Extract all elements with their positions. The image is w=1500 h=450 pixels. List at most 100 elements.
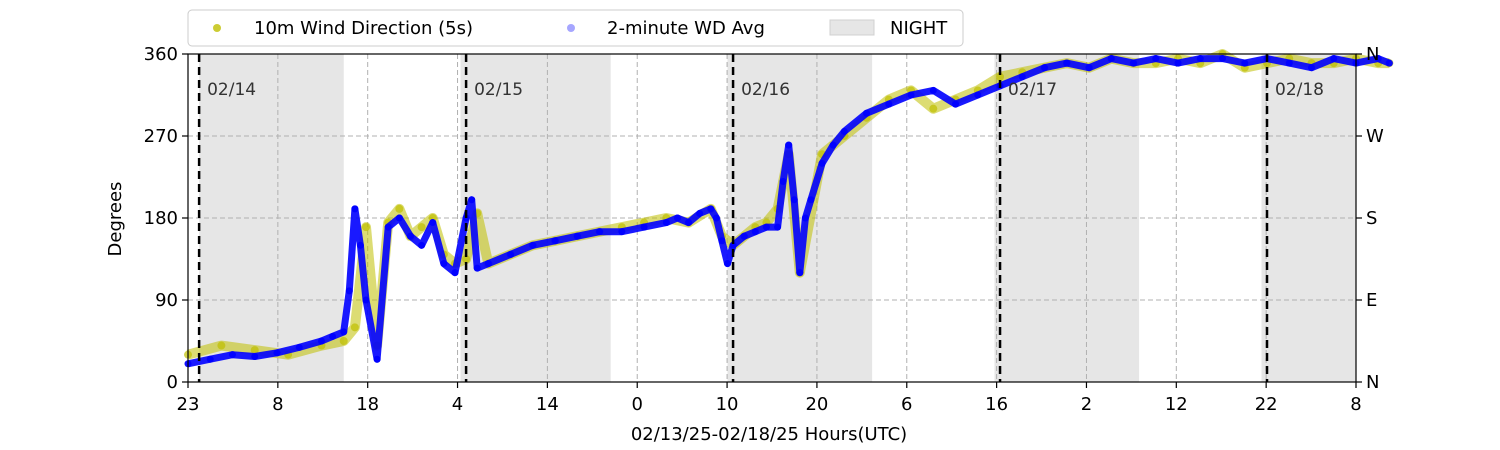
legend: 10m Wind Direction (5s) 2-minute WD Avg NI… <box>187 9 964 47</box>
point-1-10 <box>351 205 359 213</box>
x-tick-label-5: 0 <box>632 394 643 415</box>
y2-tick-label-1: E <box>1366 290 1377 311</box>
legend-label-1: 2-minute WD Avg <box>607 18 765 39</box>
point-1-15 <box>395 214 403 222</box>
legend-marker-2 <box>829 19 875 36</box>
point-1-44 <box>774 223 782 231</box>
point-0-12 <box>417 223 426 232</box>
x-tick-label-12: 22 <box>1255 394 1278 415</box>
point-1-2 <box>228 351 236 359</box>
point-1-56 <box>907 91 915 99</box>
y-tick-label-3: 270 <box>144 126 178 147</box>
point-1-42 <box>751 228 759 236</box>
point-1-34 <box>685 219 693 227</box>
point-1-66 <box>1130 59 1138 67</box>
point-1-38 <box>718 237 726 245</box>
y2-tick-label-3: W <box>1366 126 1384 147</box>
point-0-5 <box>339 337 348 345</box>
point-1-39 <box>724 260 732 268</box>
legend-box <box>187 9 964 47</box>
point-1-78 <box>1385 59 1393 67</box>
point-1-28 <box>573 232 581 240</box>
y-tick-label-4: 360 <box>144 44 178 65</box>
night-band-3 <box>994 54 1140 382</box>
point-1-29 <box>596 228 604 236</box>
point-1-21 <box>462 214 470 222</box>
day-marker-label-1: 02/15 <box>474 80 523 100</box>
point-1-31 <box>640 223 648 231</box>
point-1-64 <box>1085 64 1093 72</box>
x-tick-label-2: 18 <box>356 394 379 415</box>
x-tick-label-4: 14 <box>536 394 559 415</box>
point-1-17 <box>418 241 426 249</box>
point-1-25 <box>507 250 515 258</box>
point-1-37 <box>712 214 720 222</box>
point-1-63 <box>1063 59 1071 67</box>
point-1-40 <box>729 241 737 249</box>
day-marker-label-4: 02/18 <box>1275 80 1324 100</box>
point-1-8 <box>340 328 348 336</box>
point-1-65 <box>1107 55 1115 63</box>
point-1-43 <box>762 223 770 231</box>
point-1-67 <box>1152 55 1160 63</box>
point-0-16 <box>462 255 471 263</box>
point-1-51 <box>818 159 826 167</box>
point-0-6 <box>350 323 359 332</box>
point-0-2 <box>250 346 259 355</box>
legend-marker-1 <box>567 24 575 32</box>
x-tick-label-8: 6 <box>901 394 912 415</box>
x-tick-label-9: 16 <box>985 394 1008 415</box>
point-0-45 <box>996 72 1005 81</box>
point-1-9 <box>345 287 353 295</box>
x-tick-label-13: 8 <box>1350 394 1361 415</box>
day-marker-label-0: 02/14 <box>207 80 256 100</box>
y2-tick-label-2: S <box>1366 208 1377 229</box>
point-1-41 <box>740 232 748 240</box>
point-0-10 <box>395 204 404 213</box>
point-1-54 <box>863 109 871 117</box>
day-markers: 02/14 02/15 02/16 02/17 02/18 <box>197 54 1324 382</box>
point-1-19 <box>440 260 448 268</box>
point-1-73 <box>1285 59 1293 67</box>
x-tick-label-1: 8 <box>272 394 283 415</box>
x-tick-label-3: 4 <box>452 394 463 415</box>
point-1-45 <box>779 178 787 186</box>
day-marker-label-3: 02/17 <box>1008 80 1057 100</box>
point-1-68 <box>1174 59 1182 67</box>
point-1-16 <box>406 232 414 240</box>
point-1-26 <box>529 241 537 249</box>
point-1-74 <box>1308 64 1316 72</box>
y-tick-label-2: 180 <box>144 208 178 229</box>
point-1-53 <box>840 127 848 135</box>
point-1-59 <box>974 91 982 99</box>
point-1-20 <box>451 269 459 277</box>
point-1-6 <box>317 337 325 345</box>
point-1-61 <box>1018 73 1026 81</box>
point-0-1 <box>217 341 226 350</box>
point-1-1 <box>206 355 214 363</box>
point-1-77 <box>1374 55 1382 63</box>
data-series <box>184 49 1394 368</box>
x-tick-label-0: 23 <box>177 394 200 415</box>
point-1-58 <box>952 100 960 108</box>
point-1-13 <box>373 355 381 363</box>
point-1-55 <box>885 100 893 108</box>
legend-marker-0 <box>213 24 221 32</box>
point-1-47 <box>790 196 798 204</box>
point-1-50 <box>807 196 815 204</box>
point-1-35 <box>696 209 704 217</box>
x-tick-label-11: 12 <box>1165 394 1188 415</box>
point-1-49 <box>801 214 809 222</box>
x-tick-label-7: 20 <box>805 394 828 415</box>
point-1-33 <box>673 214 681 222</box>
point-1-46 <box>785 141 793 149</box>
point-1-12 <box>362 296 370 304</box>
y-axis-label: Degrees <box>105 182 126 257</box>
point-1-7 <box>329 332 337 340</box>
point-1-5 <box>295 343 303 351</box>
point-0-42 <box>929 104 938 113</box>
point-1-24 <box>484 260 492 268</box>
point-1-32 <box>662 219 670 227</box>
legend-label-2: NIGHT <box>890 18 948 39</box>
